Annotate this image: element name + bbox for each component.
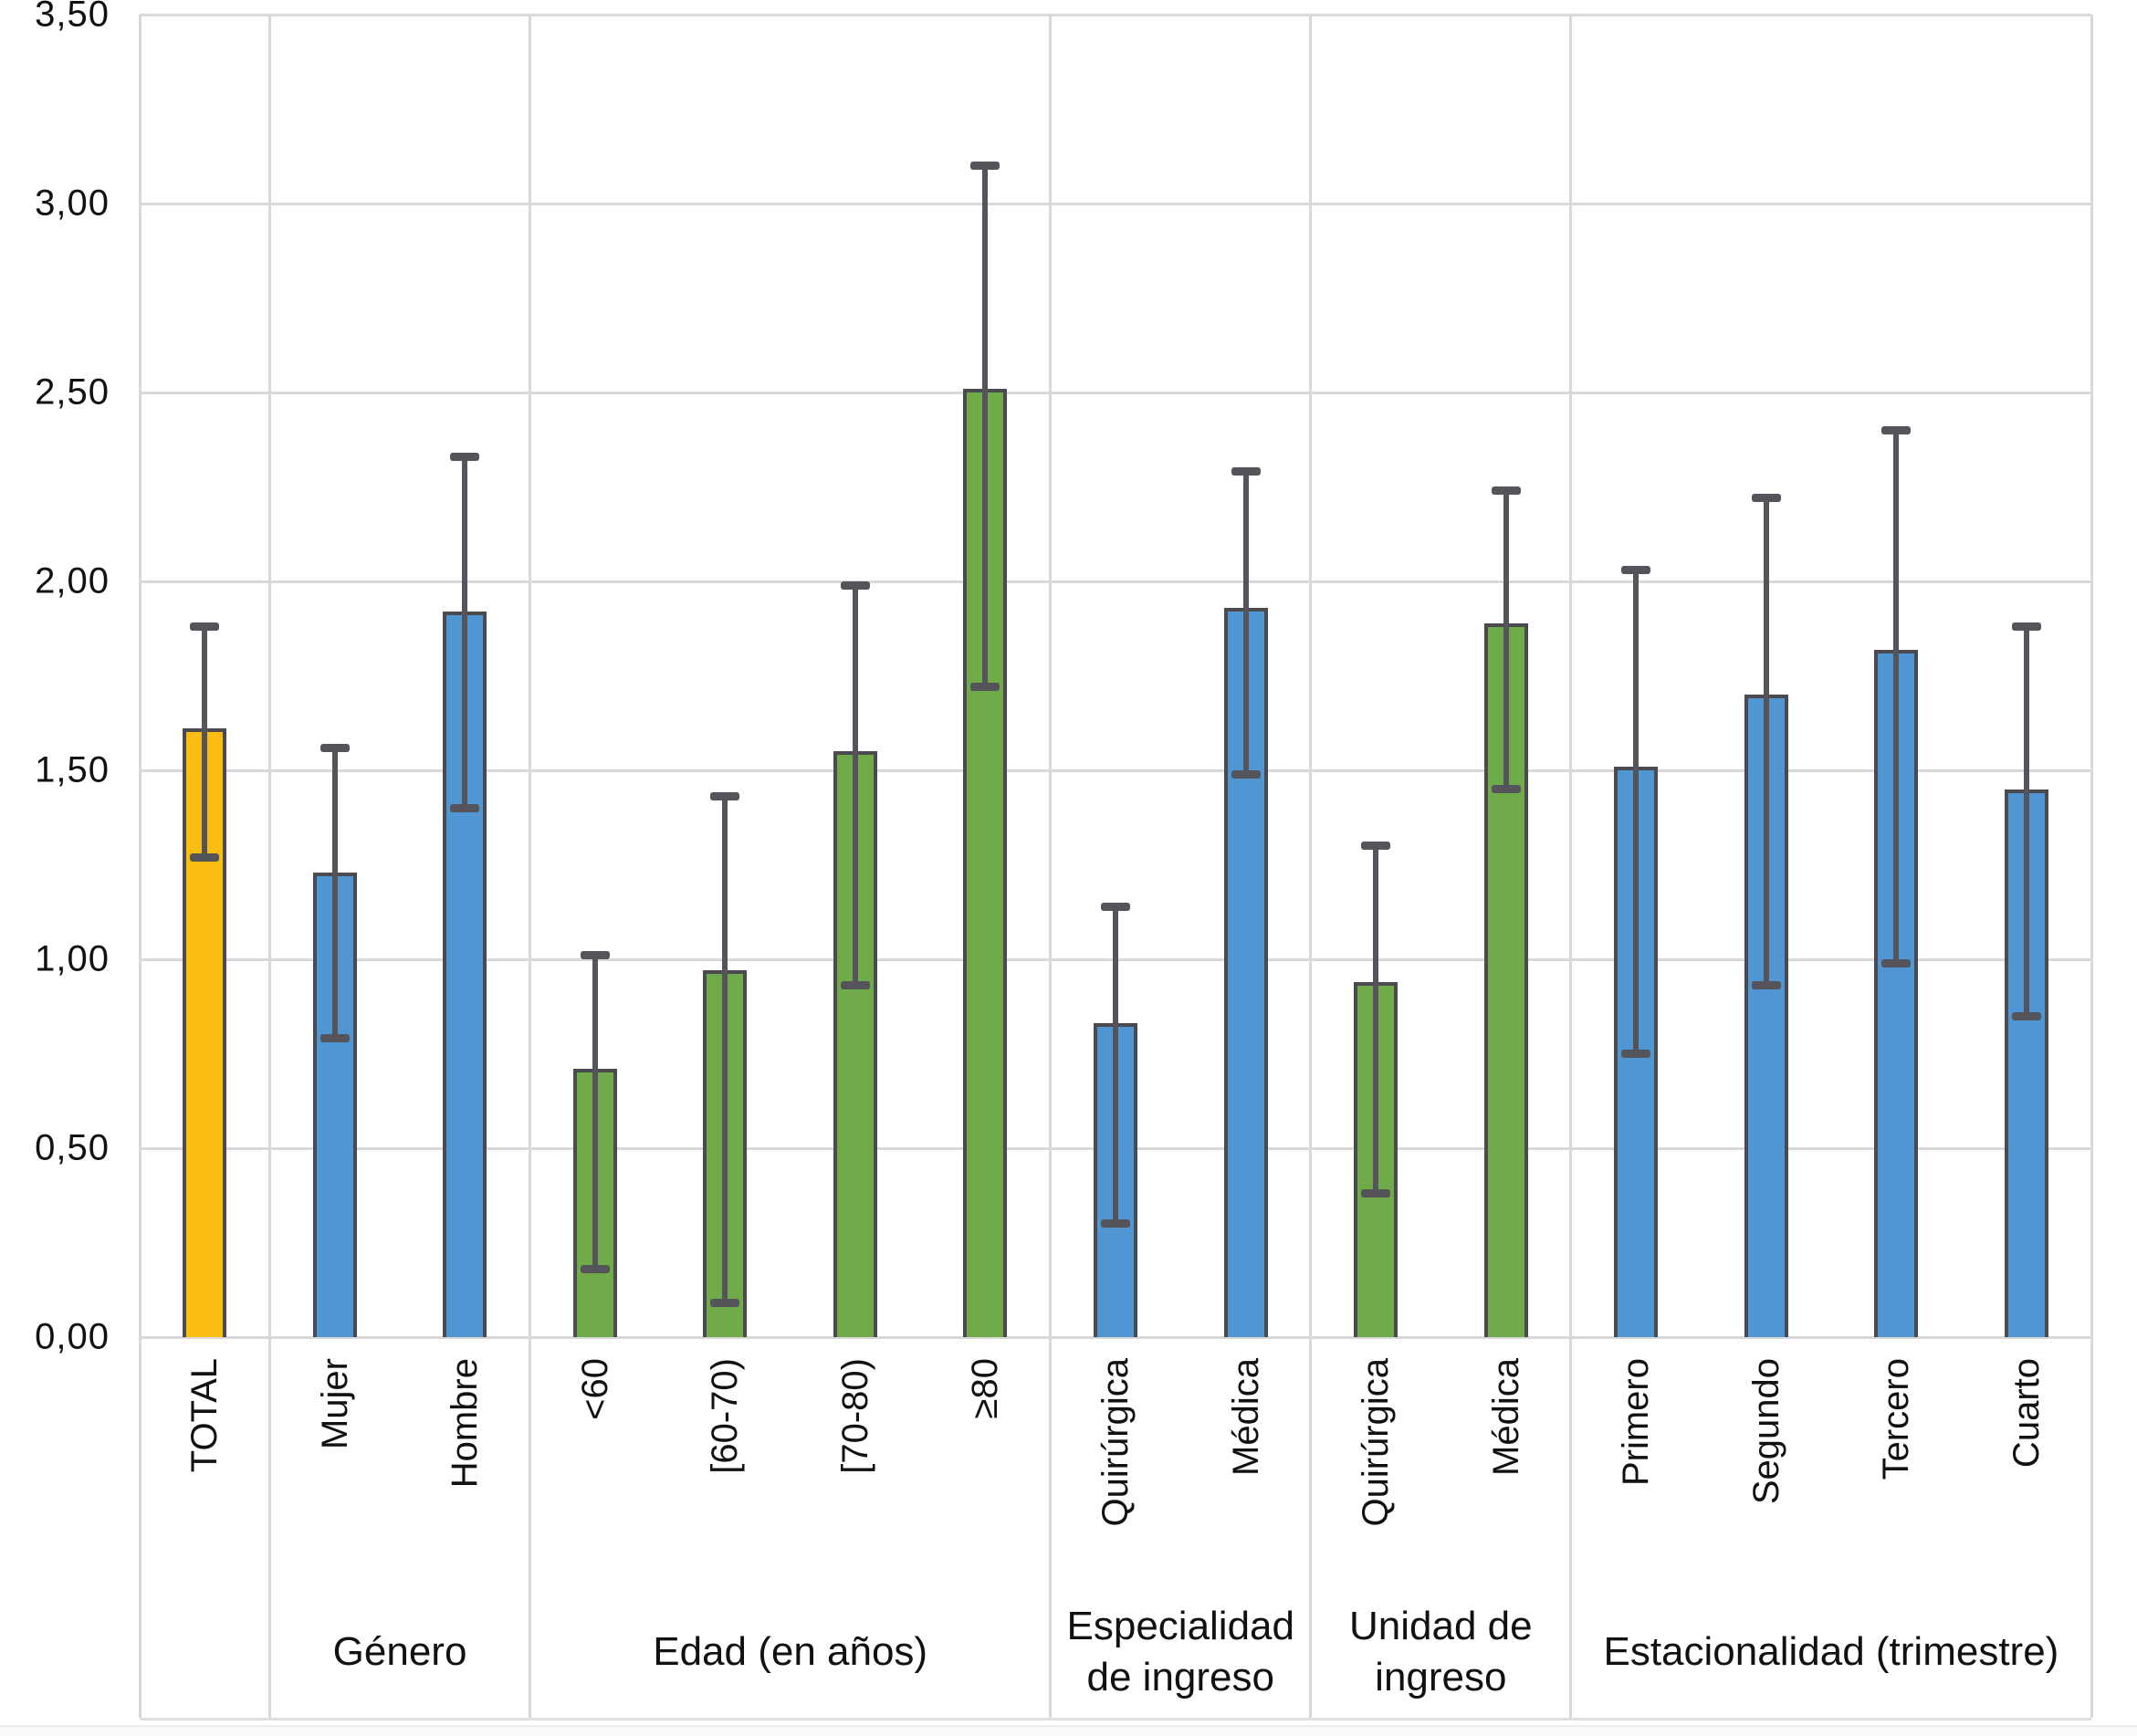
- error-bar-cap-top: [1101, 902, 1130, 911]
- gridline: [140, 13, 2091, 16]
- error-bar-cap-top: [1751, 494, 1781, 503]
- category-label: ≥80: [965, 1358, 1006, 1419]
- category-label: Médica: [1485, 1358, 1526, 1476]
- error-bar-cap-bottom: [840, 981, 870, 990]
- error-bar-cap-bottom: [1361, 1189, 1391, 1198]
- error-bar-whisker: [1113, 906, 1118, 1224]
- error-bar-cap-top: [1231, 467, 1261, 476]
- category-label: Mujer: [314, 1358, 355, 1450]
- error-bar-whisker: [982, 165, 989, 687]
- y-tick-label: 1,00: [35, 938, 110, 979]
- error-bar-cap-bottom: [450, 803, 480, 812]
- error-bar-cap-top: [2011, 622, 2041, 632]
- category-label: Quirúrgica: [1095, 1358, 1136, 1527]
- group-label: Unidad de ingreso: [1349, 1604, 1533, 1699]
- error-bar-cap-top: [1361, 842, 1391, 851]
- error-bar-whisker: [331, 748, 338, 1039]
- label-area-bottom-border: [140, 1718, 2091, 1720]
- y-tick-label: 3,50: [35, 0, 110, 35]
- error-bar-cap-top: [190, 622, 220, 632]
- group-separator: [268, 15, 272, 1718]
- gridline: [140, 580, 2091, 583]
- error-bar-cap-top: [450, 452, 480, 461]
- error-bar-whisker: [1503, 490, 1509, 790]
- error-bar-whisker: [1763, 497, 1769, 986]
- category-label: [70-80): [834, 1358, 875, 1474]
- error-bar-cap-bottom: [970, 683, 1000, 692]
- y-tick-label: 1,50: [35, 749, 110, 790]
- y-tick-label: 3,00: [35, 183, 110, 224]
- bottom-strip: [0, 1725, 2137, 1736]
- group-label: Edad (en años): [653, 1629, 928, 1674]
- error-bar-whisker: [722, 796, 728, 1303]
- error-bar-cap-bottom: [1231, 769, 1261, 779]
- error-bar-cap-bottom: [1751, 981, 1781, 990]
- error-bar-cap-bottom: [320, 1034, 350, 1043]
- group-label: Género: [332, 1629, 467, 1674]
- error-bar-cap-top: [840, 580, 870, 590]
- error-bar-cap-bottom: [580, 1264, 610, 1273]
- bar: [1744, 695, 1788, 1337]
- error-bar-cap-bottom: [2011, 1011, 2041, 1020]
- group-separator: [138, 15, 141, 1718]
- category-label: Tercero: [1876, 1358, 1917, 1480]
- error-bar-whisker: [2023, 626, 2029, 1017]
- group-separator: [1569, 15, 1573, 1718]
- bar: [1223, 607, 1268, 1337]
- gridline: [140, 1335, 2091, 1339]
- gridline: [140, 769, 2091, 772]
- group-label: Especialidad de ingreso: [1066, 1604, 1295, 1699]
- category-label: TOTAL: [184, 1358, 225, 1473]
- error-bar-whisker: [202, 626, 208, 858]
- bar: [833, 751, 877, 1337]
- group-separator: [529, 15, 532, 1718]
- category-label: [60-70): [705, 1358, 746, 1474]
- y-tick-label: 2,00: [35, 560, 110, 601]
- group-separator: [1049, 15, 1053, 1718]
- error-bar-cap-top: [1621, 566, 1651, 575]
- error-bar-cap-bottom: [1491, 785, 1521, 794]
- category-label: Cuarto: [2006, 1358, 2047, 1469]
- y-tick-label: 0,50: [35, 1127, 110, 1168]
- category-label: Hombre: [445, 1358, 486, 1489]
- error-bar-cap-bottom: [710, 1299, 740, 1308]
- error-bar-cap-top: [970, 162, 1000, 171]
- error-bar-whisker: [1633, 570, 1639, 1054]
- error-bar-whisker: [1373, 845, 1379, 1194]
- group-label: Estacionalidad (trimestre): [1603, 1629, 2059, 1674]
- error-bar-cap-bottom: [1101, 1219, 1130, 1229]
- group-separator: [2090, 15, 2093, 1718]
- error-bar-cap-bottom: [190, 852, 220, 862]
- error-bar-whisker: [1242, 471, 1249, 775]
- category-label: Segundo: [1745, 1358, 1786, 1505]
- error-bar-cap-top: [580, 951, 610, 960]
- error-bar-whisker: [592, 955, 598, 1270]
- gridline: [140, 202, 2091, 205]
- error-bar-cap-bottom: [1621, 1050, 1651, 1058]
- y-tick-label: 0,00: [35, 1316, 110, 1357]
- category-label: Primero: [1616, 1358, 1657, 1487]
- error-bar-cap-top: [320, 743, 350, 752]
- error-bar-whisker: [462, 456, 468, 809]
- error-bar-whisker: [852, 585, 858, 986]
- error-bar-cap-top: [710, 792, 740, 801]
- category-label: Médica: [1225, 1358, 1266, 1476]
- group-separator: [1309, 15, 1313, 1718]
- error-bar-cap-top: [1881, 425, 1912, 434]
- category-label: Quirúrgica: [1356, 1358, 1397, 1527]
- error-bar-cap-top: [1491, 486, 1521, 496]
- error-bar-cap-bottom: [1881, 958, 1912, 967]
- category-label: <60: [574, 1358, 615, 1420]
- gridline: [140, 391, 2091, 394]
- error-bar-whisker: [1893, 430, 1900, 964]
- y-tick-label: 2,50: [35, 371, 110, 413]
